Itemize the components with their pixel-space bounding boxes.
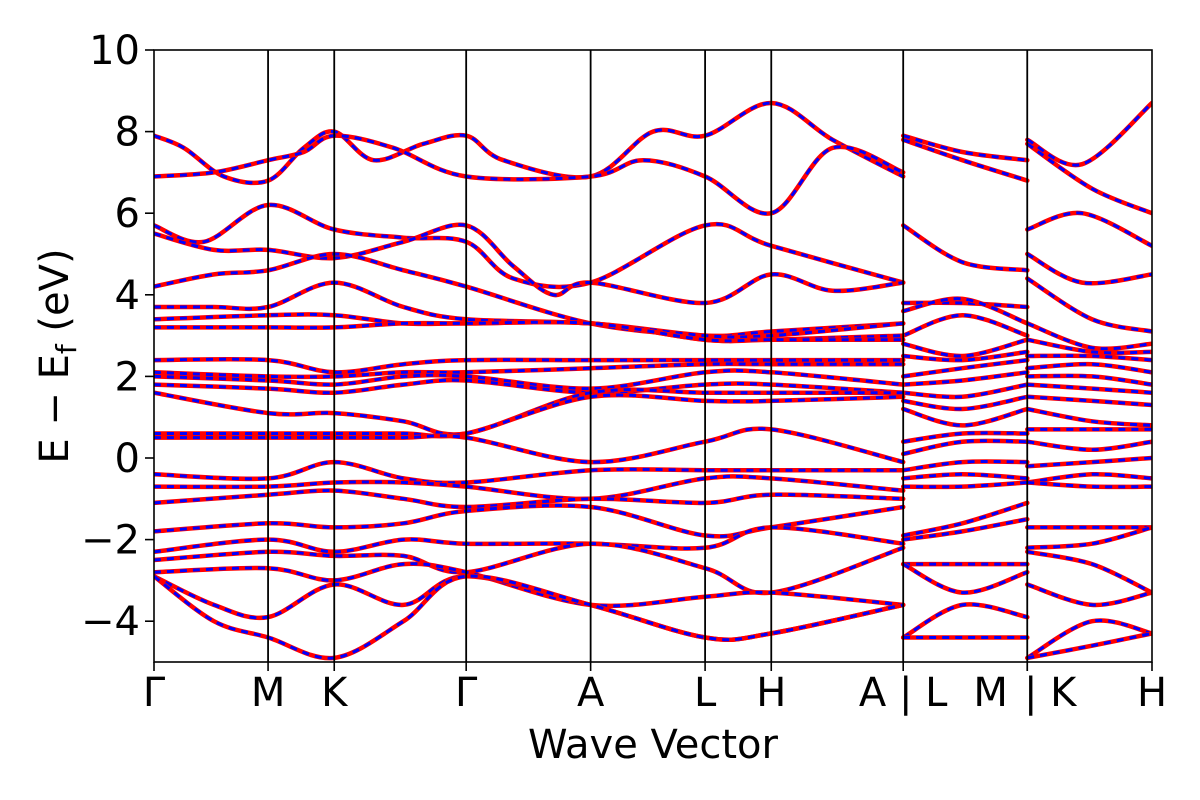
y-tick-label: 2 [115, 354, 140, 400]
band-7-spin-up [154, 312, 1152, 359]
band-13 [154, 387, 1152, 437]
band-10-spin-down [154, 362, 1152, 387]
x-axis-title: Wave Vector [528, 722, 779, 768]
band-18 [154, 480, 1152, 510]
x-tick-label: K [321, 670, 349, 716]
x-tick-label: A | L [859, 670, 948, 716]
band-17-spin-down [154, 472, 1152, 501]
x-tick-label: Γ [143, 670, 166, 716]
band-23-spin-down [154, 574, 1152, 660]
band-21-spin-up [154, 541, 1152, 596]
band-24-spin-up [154, 573, 1152, 661]
band-3 [154, 202, 1152, 290]
x-tick-label: | K [1024, 670, 1078, 716]
band-6 [154, 280, 1152, 351]
band-14 [154, 392, 1152, 444]
band-3-spin-down [154, 203, 1152, 289]
band-23 [154, 574, 1152, 661]
band-4 [154, 222, 1152, 310]
bands-layer [154, 100, 1152, 661]
x-tick-label: H [1137, 670, 1167, 716]
band-14-spin-down [154, 393, 1152, 444]
band-11 [154, 368, 1152, 400]
band-20-spin-down [154, 517, 1152, 554]
band-20 [154, 516, 1152, 555]
y-axis-title-prefix: E − E [32, 354, 78, 464]
y-axis-title: E − Ef (eV) [32, 248, 83, 463]
plot-frame [153, 49, 1153, 663]
band-12 [154, 377, 1152, 412]
band-21-spin-down [154, 542, 1152, 595]
x-tick-label: Γ [455, 670, 478, 716]
y-tick-label: 4 [115, 273, 140, 319]
x-tick-label: H [756, 670, 786, 716]
band-18-spin-down [154, 481, 1152, 509]
band-1 [154, 100, 1152, 186]
band-2-spin-down [154, 134, 1152, 216]
band-16 [154, 455, 1152, 486]
high-symmetry-lines [267, 50, 1029, 662]
y-tick-label: −2 [81, 518, 140, 564]
y-axis-title-suffix: (eV) [32, 248, 78, 344]
band-21 [154, 541, 1152, 596]
band-15-spin-down [154, 427, 1152, 464]
band-7 [154, 312, 1152, 359]
band-23-spin-up [154, 574, 1152, 661]
y-tick-label: 0 [115, 436, 140, 482]
band-16-spin-up [154, 455, 1152, 486]
band-7-spin-down [154, 312, 1152, 358]
band-9-spin-down [154, 357, 1152, 378]
x-tick-label: A [577, 670, 605, 716]
y-axis: −4 −2 0 2 4 6 8 10 [81, 28, 154, 645]
y-tick-label: 8 [115, 110, 140, 156]
band-5-spin-down [154, 252, 1152, 338]
band-3-spin-up [154, 202, 1152, 290]
y-tick-label: −4 [81, 599, 140, 645]
band-4-spin-down [154, 223, 1152, 309]
y-tick-label: 10 [89, 28, 140, 74]
band-19 [154, 500, 1152, 539]
band-15 [154, 426, 1152, 465]
band-17-spin-up [154, 471, 1152, 502]
band-9 [154, 356, 1152, 379]
band-19-spin-up [154, 500, 1152, 539]
band-24-spin-down [154, 574, 1152, 660]
band-16-spin-down [154, 456, 1152, 485]
band-6-spin-down [154, 281, 1152, 351]
band-8 [154, 319, 1152, 363]
y-tick-label: 6 [115, 191, 140, 237]
band-17 [154, 471, 1152, 502]
y-axis-title-subscript: f [50, 343, 83, 354]
band-8-spin-down [154, 320, 1152, 362]
x-tick-label: L [694, 670, 717, 716]
x-tick-label: M [973, 670, 1008, 716]
band-11-spin-down [154, 369, 1152, 399]
band-12-spin-down [154, 378, 1152, 411]
band-1-spin-down [154, 101, 1152, 185]
x-tick-label: M [251, 670, 286, 716]
band-2 [154, 133, 1152, 216]
band-13-spin-down [154, 388, 1152, 436]
band-24 [154, 573, 1152, 661]
band-10 [154, 361, 1152, 387]
